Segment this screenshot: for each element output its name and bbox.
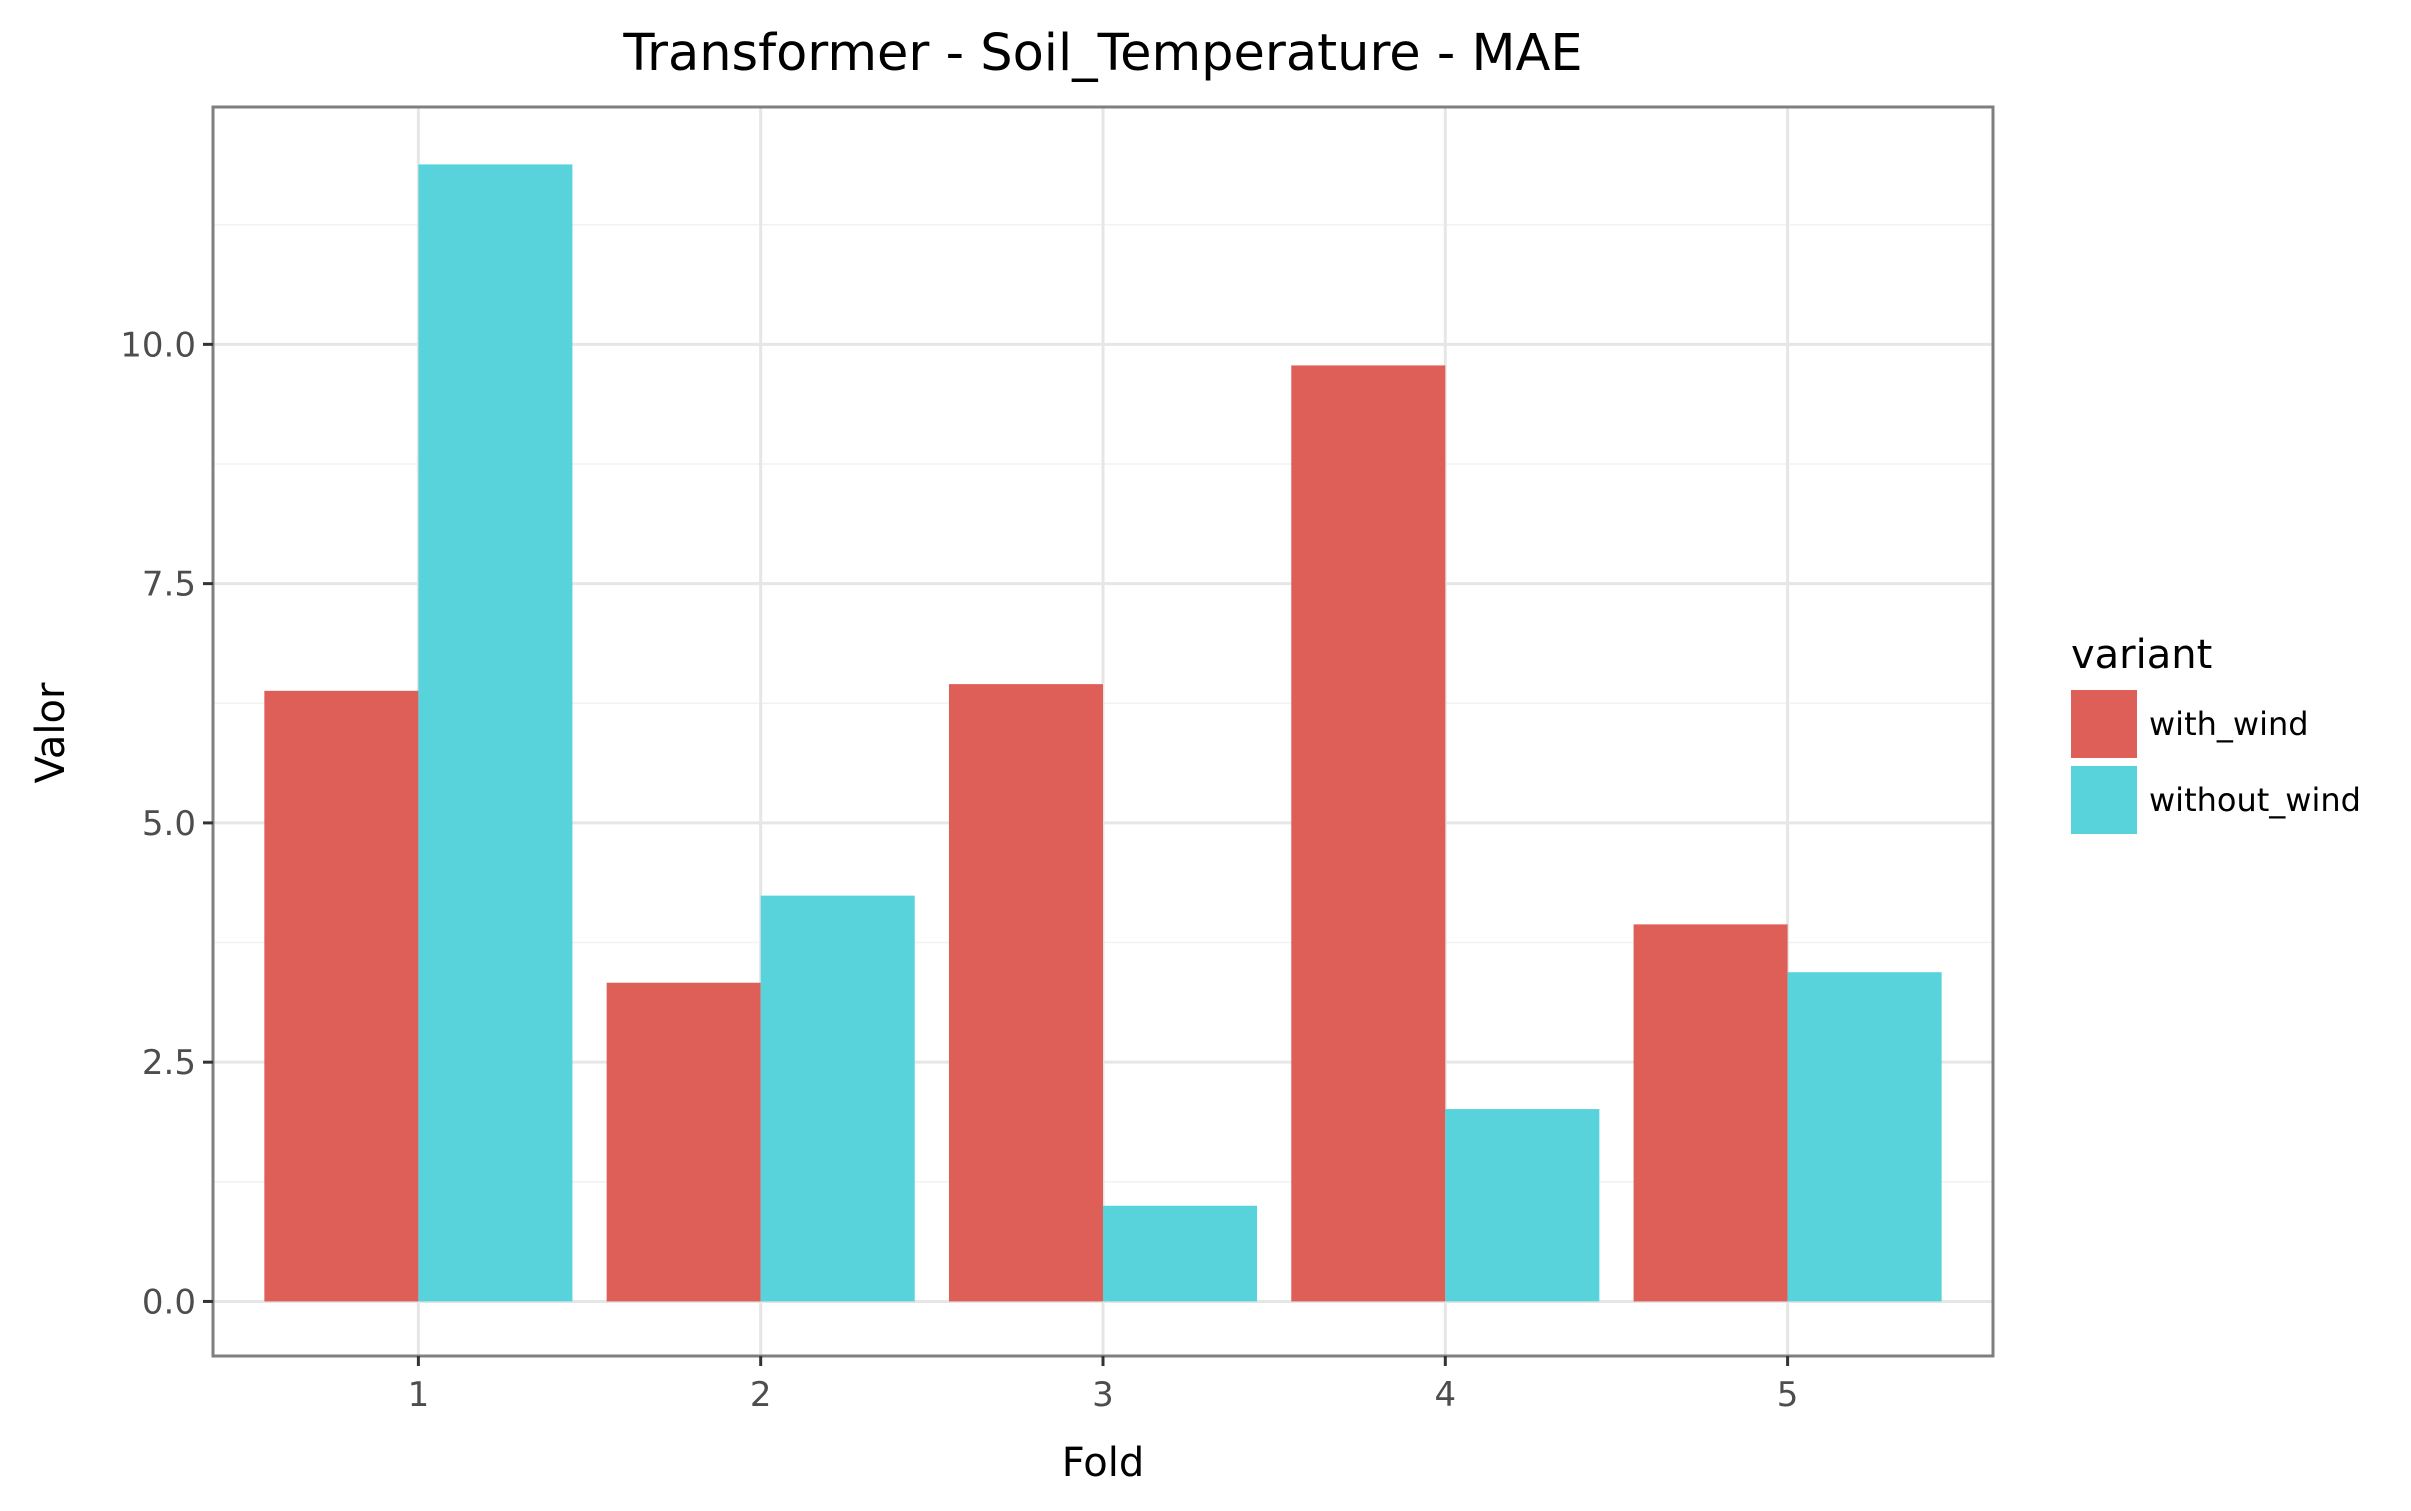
legend-label-with_wind: with_wind (2149, 705, 2309, 743)
chart-title: Transformer - Soil_Temperature - MAE (622, 24, 1582, 83)
legend: variant with_wind without_wind (2071, 632, 2361, 834)
bar-without_wind-fold-3 (1103, 1205, 1258, 1302)
bar-with_wind-fold-2 (606, 982, 761, 1302)
bar-with_wind-fold-3 (948, 684, 1103, 1302)
bar-without_wind-fold-1 (418, 164, 573, 1302)
bar-without_wind-fold-4 (1445, 1109, 1600, 1302)
legend-title: variant (2071, 632, 2212, 678)
legend-key-with_wind (2071, 690, 2137, 758)
y-tick-label: 2.5 (142, 1043, 196, 1083)
bar-with_wind-fold-4 (1291, 365, 1446, 1302)
bar-with_wind-fold-1 (264, 690, 419, 1302)
y-tick-label: 0.0 (142, 1282, 196, 1322)
bar-without_wind-fold-2 (760, 895, 915, 1302)
bar-with_wind-fold-5 (1633, 924, 1788, 1302)
plot-area: 0.0 2.5 5.0 7.5 10.0 1 2 3 4 5 (120, 105, 1995, 1415)
bar-without_wind-fold-5 (1787, 972, 1942, 1302)
y-tick-label: 10.0 (120, 325, 196, 365)
legend-label-without_wind: without_wind (2149, 781, 2361, 819)
y-tick-label: 7.5 (142, 565, 196, 605)
x-tick-label: 2 (750, 1375, 772, 1415)
x-tick-label: 5 (1777, 1375, 1799, 1415)
y-axis-title: Valor (28, 682, 74, 783)
x-axis-title: Fold (1062, 1440, 1145, 1486)
x-tick-label: 3 (1092, 1375, 1114, 1415)
x-tick-label: 1 (408, 1375, 430, 1415)
x-tick-label: 4 (1434, 1375, 1456, 1415)
y-tick-label: 5.0 (142, 804, 196, 844)
legend-key-without_wind (2071, 766, 2137, 834)
